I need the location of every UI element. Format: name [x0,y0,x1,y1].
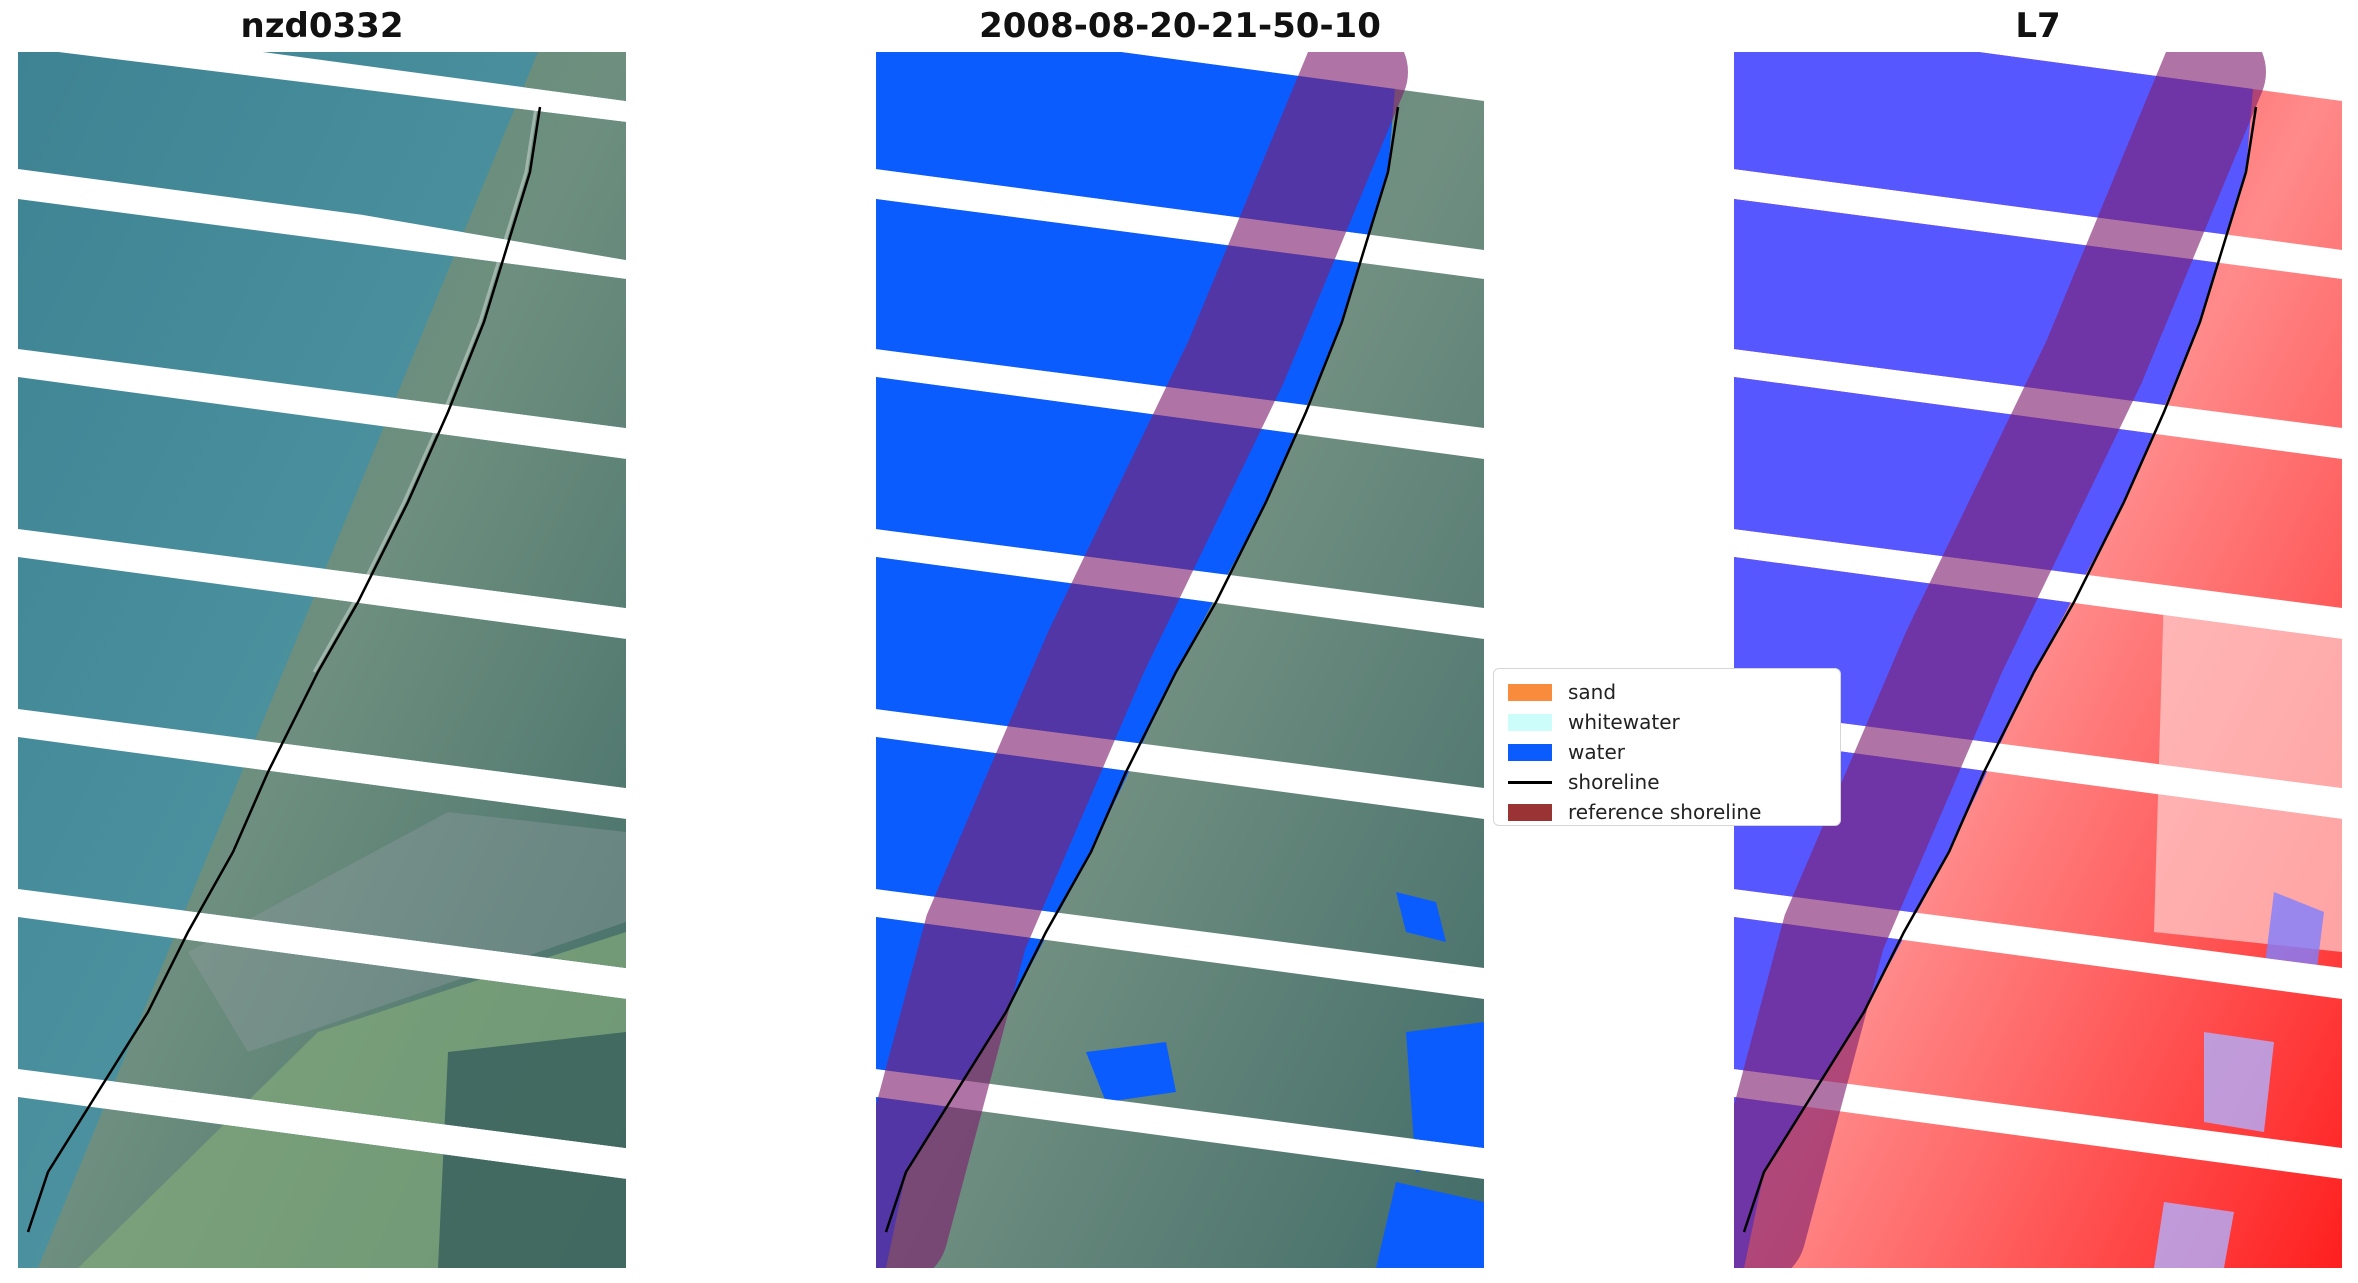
legend-label: water [1568,740,1625,764]
legend-label: sand [1568,680,1617,704]
index-panel [1734,52,2342,1268]
legend: sand whitewater water shoreline referenc… [1493,668,1841,826]
shoreline-line [26,106,542,1233]
legend-swatch-whitewater [1508,713,1552,731]
reference-shoreline-buffer [1734,52,2266,1268]
legend-label: reference shoreline [1568,800,1762,824]
legend-swatch-reference-shoreline [1508,803,1552,821]
legend-swatch-sand [1508,683,1552,701]
legend-line-shoreline [1508,780,1552,784]
legend-item-water: water [1508,737,1840,767]
legend-item-shoreline: shoreline [1508,767,1840,797]
legend-swatch-water [1508,743,1552,761]
rgb-image-panel [18,52,626,1268]
legend-item-reference-shoreline: reference shoreline [1508,797,1840,825]
legend-label: whitewater [1568,710,1680,734]
legend-label: shoreline [1568,770,1660,794]
shoreline-line [1742,106,2258,1233]
legend-item-whitewater: whitewater [1508,707,1840,737]
panel-title-classification: 2008-08-20-21-50-10 [979,6,1381,46]
legend-item-sand: sand [1508,677,1840,707]
classification-panel [876,52,1484,1268]
shoreline-line [884,106,1400,1233]
panel-title-rgb: nzd0332 [240,6,404,46]
panel-title-index: L7 [2015,6,2061,46]
reference-shoreline-buffer [876,52,1408,1268]
